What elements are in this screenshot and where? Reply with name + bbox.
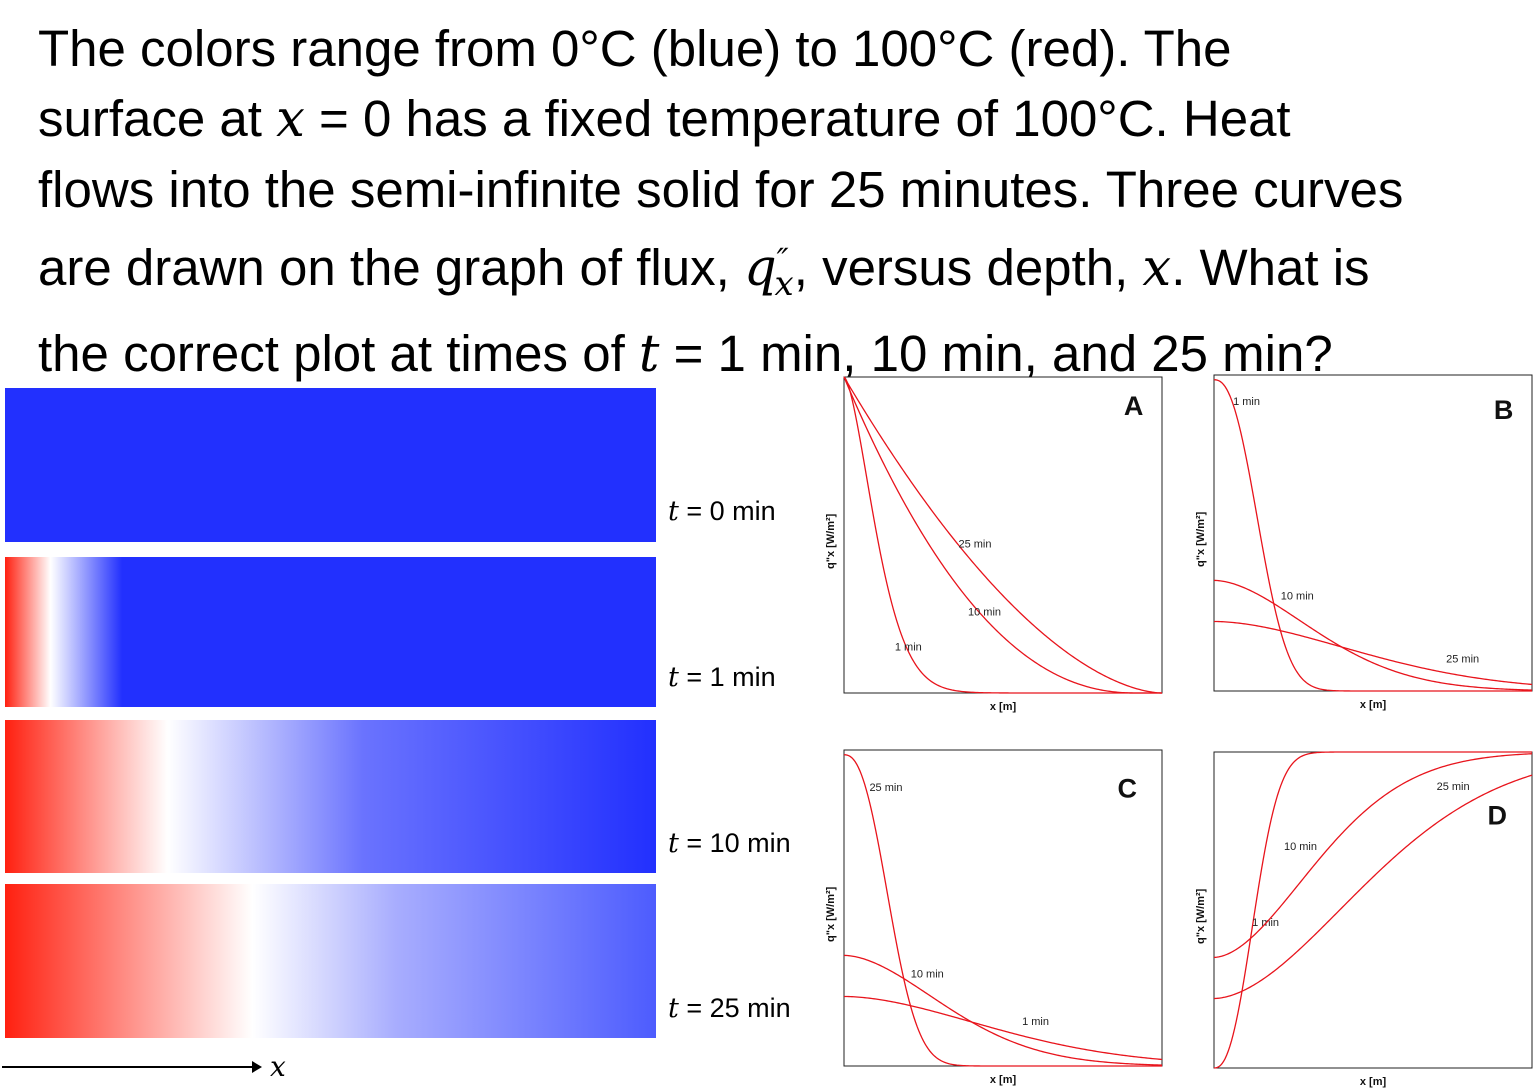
curve-label: 25 min: [958, 539, 991, 551]
curve-1-min: [1213, 751, 1532, 1069]
curve-label: 25 min: [869, 782, 902, 794]
plot-frame: [1213, 751, 1533, 1069]
question-line-4: are drawn on the graph of flux, q″x, ver…: [38, 239, 1370, 304]
question-text: The colors range from 0°C (blue) to 100°…: [38, 14, 1508, 390]
x-axis-title: x [m]: [990, 1074, 1017, 1086]
question-line-2: surface at x = 0 has a fixed temperature…: [38, 90, 1291, 149]
x-axis-title: x [m]: [990, 701, 1017, 713]
plot-a-svg: 1 min 10 min 25 min Ax [m] q"x [W/m²]: [825, 376, 1163, 713]
question-line-1: The colors range from 0°C (blue) to 100°…: [38, 20, 1232, 77]
curve-10-min: [1213, 579, 1533, 691]
temperature-strip-t10: [5, 720, 656, 873]
curve-10-min: [1213, 753, 1533, 959]
plot-letter: C: [1117, 773, 1137, 803]
curve-10-min: [843, 376, 1162, 694]
time-label-t0: t = 0 min: [668, 496, 776, 527]
plot-letter: A: [1124, 391, 1144, 421]
question-line-3: flows into the semi-infinite solid for 2…: [38, 161, 1404, 218]
curve-label: 25 min: [1446, 654, 1479, 666]
time-label-t1: t = 1 min: [668, 662, 776, 693]
curve-label: 10 min: [1281, 590, 1314, 602]
time-label-t10: t = 10 min: [668, 828, 791, 859]
curve-25-min: [843, 376, 1163, 694]
x-axis-arrow: [2, 1061, 262, 1073]
temperature-strip-t1: [5, 557, 656, 707]
plot-letter: B: [1494, 395, 1514, 425]
curve-label: 1 min: [1233, 396, 1260, 408]
plot-letter: D: [1487, 801, 1507, 831]
plot-frame: [1213, 374, 1533, 692]
y-axis-title: q"x [W/m²]: [1195, 511, 1207, 567]
curve-10-min: [843, 954, 1163, 1066]
question-line-5: the correct plot at times of t = 1 min, …: [38, 325, 1333, 384]
curve-1-min: [843, 995, 1163, 1061]
y-axis-title: q"x [W/m²]: [825, 513, 837, 569]
plot-b-svg: 1 min 10 min 25 min Bx [m] q"x [W/m²]: [1195, 374, 1533, 711]
curve-25-min: [843, 754, 1162, 1067]
y-axis-title: q"x [W/m²]: [1195, 888, 1207, 944]
curve-label: 10 min: [1284, 841, 1317, 853]
y-axis-title: q"x [W/m²]: [825, 886, 837, 942]
temperature-strip-t25: [5, 884, 656, 1038]
curve-1-min: [843, 376, 1162, 694]
curve-label: 1 min: [895, 641, 922, 653]
time-label-t25: t = 25 min: [668, 993, 791, 1024]
curve-25-min: [1213, 774, 1533, 1000]
curve-label: 10 min: [968, 607, 1001, 619]
curve-label: 25 min: [1437, 781, 1470, 793]
temperature-strip-t0: [5, 388, 656, 542]
plot-frame: [843, 376, 1163, 694]
curve-25-min: [1213, 620, 1533, 686]
x-axis-title: x [m]: [1360, 1076, 1387, 1088]
curve-1-min: [1213, 379, 1532, 692]
x-axis-label: x: [270, 1050, 286, 1083]
curve-label: 1 min: [1022, 1016, 1049, 1028]
curve-label: 10 min: [911, 969, 944, 981]
plot-c-svg: 25 min 10 min 1 min Cx [m] q"x [W/m²]: [825, 749, 1163, 1086]
plot-frame: [843, 749, 1163, 1067]
x-axis-title: x [m]: [1360, 699, 1387, 711]
